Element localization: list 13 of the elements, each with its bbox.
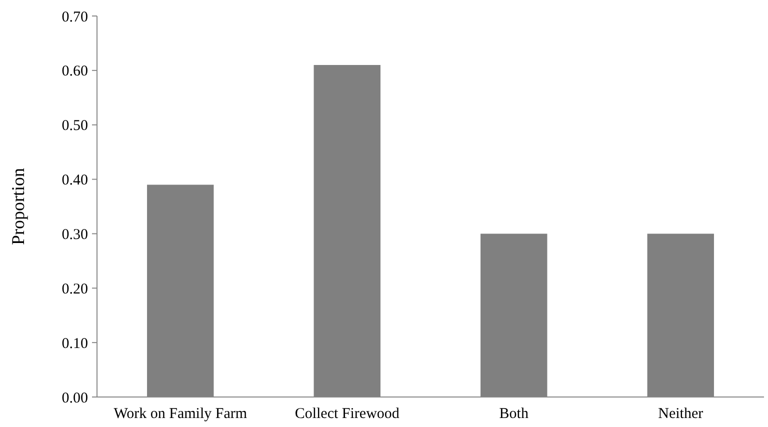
y-tick-label: 0.70 xyxy=(62,9,88,26)
y-tick-label: 0.30 xyxy=(62,226,88,243)
x-tick-label: Both xyxy=(499,406,529,422)
y-tick-label: 0.00 xyxy=(62,390,88,406)
x-tick-label: Work on Family Farm xyxy=(114,406,248,422)
x-tick-label: Collect Firewood xyxy=(294,406,400,422)
y-tick-label: 0.50 xyxy=(62,118,88,134)
y-tick-label: 0.20 xyxy=(62,281,88,298)
y-tick-label: 0.60 xyxy=(62,64,88,80)
y-tick-label: 0.10 xyxy=(62,336,88,352)
y-axis-title: Proportion xyxy=(8,168,28,246)
x-tick-label: Neither xyxy=(658,406,704,422)
y-tick-label: 0.40 xyxy=(62,172,88,189)
